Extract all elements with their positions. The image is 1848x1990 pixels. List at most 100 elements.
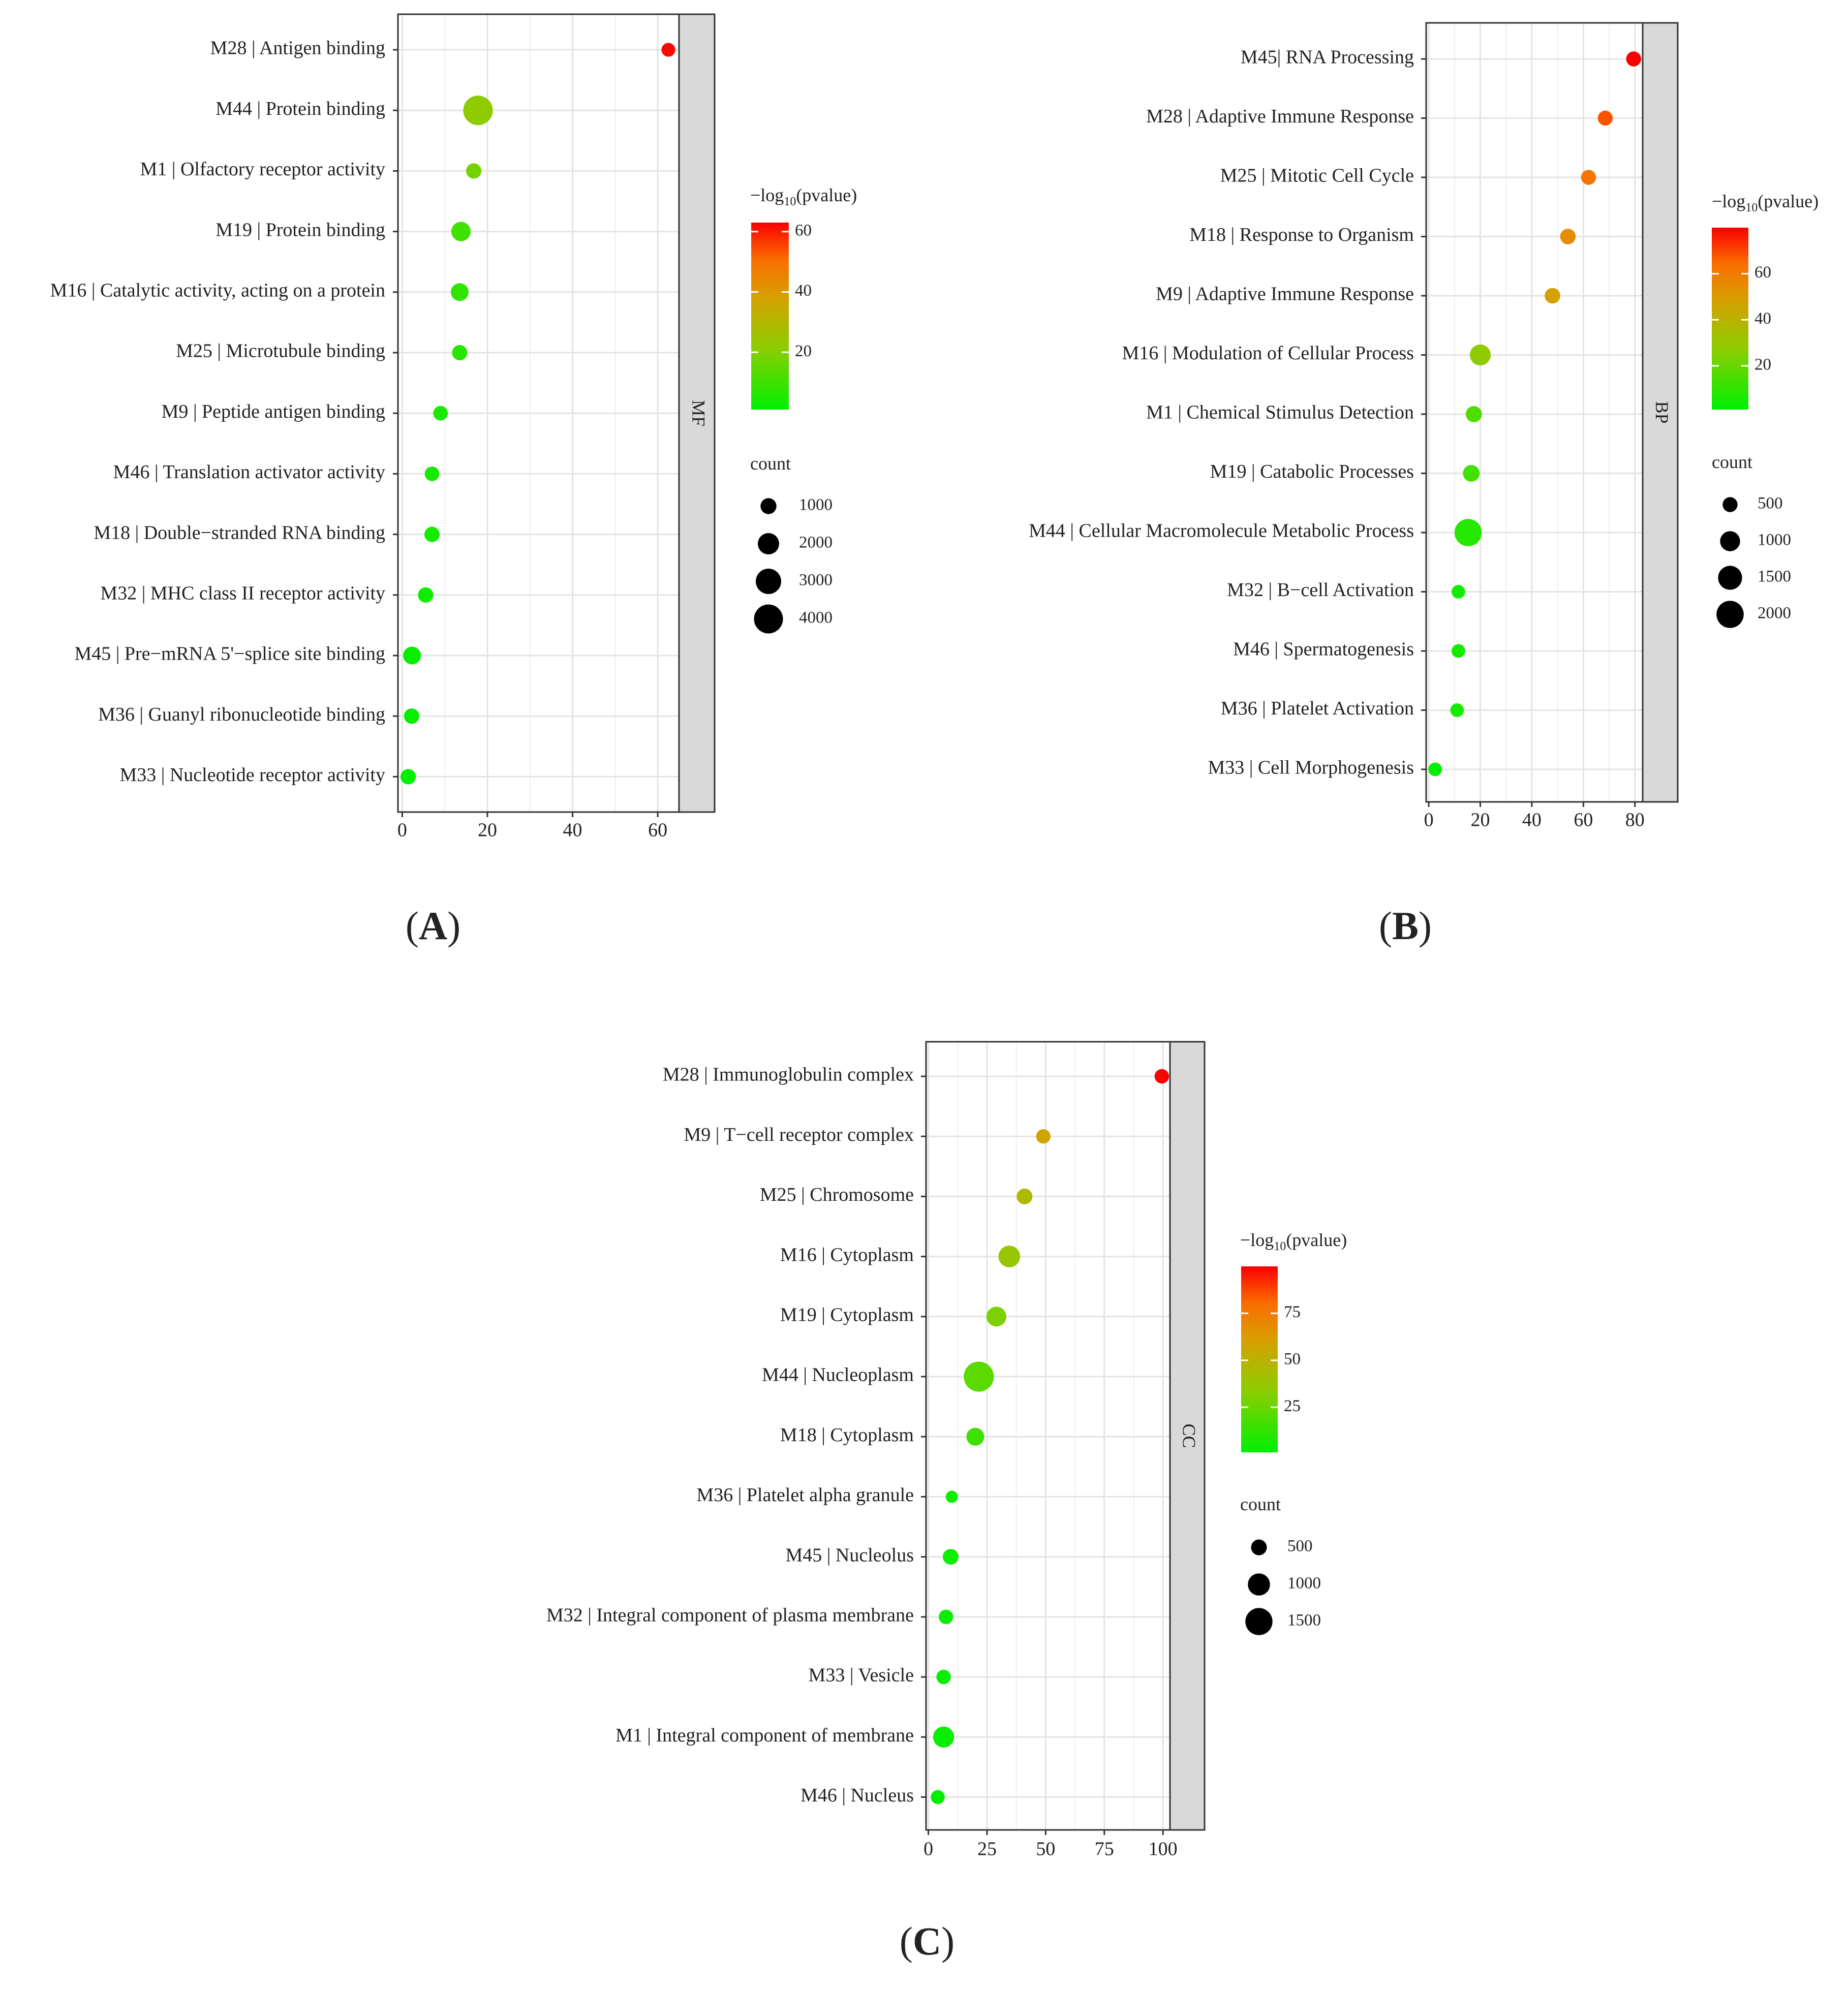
data-point bbox=[1560, 229, 1576, 244]
size-legend-key bbox=[760, 498, 777, 514]
size-legend-label: 4000 bbox=[799, 609, 833, 627]
data-point bbox=[433, 406, 448, 421]
category-label: M28 | Immunoglobulin complex bbox=[663, 1064, 914, 1085]
category-label: M46 | Spermatogenesis bbox=[1233, 639, 1414, 660]
category-label: M19 | Protein binding bbox=[215, 219, 385, 240]
panel-letter-letter: A bbox=[419, 904, 447, 948]
size-legend-label: 500 bbox=[1758, 494, 1783, 513]
panel-letter-close: ) bbox=[941, 1919, 954, 1963]
data-point bbox=[463, 96, 493, 126]
category-label: M44 | Cellular Macromolecule Metabolic P… bbox=[1029, 520, 1414, 542]
color-legend-title-prefix: −log bbox=[1240, 1230, 1274, 1250]
color-legend-title: −log10(pvalue) bbox=[1712, 191, 1819, 214]
size-legend-label: 2000 bbox=[799, 534, 833, 552]
facet-label: BP bbox=[1652, 401, 1672, 423]
facet-label: MF bbox=[689, 400, 709, 426]
colorbar-tick-label: 60 bbox=[795, 221, 812, 239]
colorbar-tick-label: 40 bbox=[1754, 309, 1771, 328]
color-legend-title-prefix: −log bbox=[1712, 191, 1745, 211]
panel-letter-open: ( bbox=[1379, 904, 1392, 948]
facet-label: CC bbox=[1179, 1423, 1199, 1448]
x-tick-label: 40 bbox=[1522, 810, 1542, 831]
data-point bbox=[424, 526, 440, 542]
color-legend-title-suffix: (pvalue) bbox=[796, 185, 857, 205]
category-label: M9 | Adaptive Immune Response bbox=[1156, 284, 1414, 305]
x-tick-label: 50 bbox=[1036, 1839, 1055, 1860]
color-legend-title-subscript: 10 bbox=[1274, 1240, 1286, 1253]
category-label: M32 | Integral component of plasma membr… bbox=[546, 1605, 914, 1626]
category-label: M28 | Antigen binding bbox=[210, 38, 385, 59]
category-label: M45 | Nucleolus bbox=[786, 1544, 914, 1566]
data-point bbox=[403, 646, 421, 665]
data-point bbox=[451, 222, 471, 241]
data-point bbox=[936, 1669, 951, 1685]
size-legend-label: 2000 bbox=[1758, 604, 1791, 623]
size-legend-key bbox=[756, 569, 781, 594]
x-tick-label: 25 bbox=[977, 1839, 997, 1860]
data-point bbox=[998, 1246, 1021, 1267]
data-point bbox=[661, 43, 675, 57]
panel-letter-close: ) bbox=[1419, 904, 1432, 948]
data-point bbox=[1465, 406, 1482, 422]
data-point bbox=[452, 345, 468, 361]
panel-letter-letter: C bbox=[913, 1919, 941, 1963]
colorbar-tick-label: 75 bbox=[1284, 1303, 1301, 1321]
category-label: M16 | Catalytic activity, acting on a pr… bbox=[50, 280, 385, 301]
panel-b: BP M45| RNA Processing M28 | Adaptive Immu… bbox=[1029, 22, 1819, 948]
size-legend-key bbox=[1722, 497, 1738, 512]
size-legend-title: count bbox=[750, 453, 791, 474]
x-tick-label: 80 bbox=[1625, 810, 1645, 831]
category-label: M19 | Catabolic Processes bbox=[1210, 461, 1414, 482]
category-label: M9 | T−cell receptor complex bbox=[684, 1124, 914, 1145]
panel-letter-close: ) bbox=[447, 904, 460, 948]
size-legend-key bbox=[1716, 601, 1744, 628]
size-legend-title: count bbox=[1712, 452, 1752, 472]
panel-letter-open: ( bbox=[406, 904, 419, 948]
panel-letter-label: (B) bbox=[1379, 904, 1432, 948]
data-point bbox=[1154, 1069, 1169, 1084]
facet-strip bbox=[678, 13, 716, 813]
size-legend-key bbox=[1251, 1539, 1267, 1556]
category-label: M44 | Nucleoplasm bbox=[762, 1364, 914, 1386]
data-point bbox=[404, 708, 419, 724]
color-legend-title-subscript: 10 bbox=[784, 195, 796, 208]
color-legend: −log10(pvalue) 25 50 75 bbox=[1240, 1230, 1347, 1452]
size-legend-label: 1000 bbox=[1758, 531, 1791, 549]
plot-area bbox=[1426, 23, 1643, 802]
data-point bbox=[1454, 519, 1482, 546]
category-label: M9 | Peptide antigen binding bbox=[162, 401, 385, 422]
data-point bbox=[931, 1790, 945, 1805]
category-label: M25 | Microtubule binding bbox=[176, 340, 385, 362]
size-legend-key bbox=[1248, 1573, 1270, 1596]
data-point bbox=[1469, 344, 1491, 366]
data-point bbox=[424, 467, 440, 481]
category-label: M45 | Pre−mRNA 5'−splice site binding bbox=[75, 643, 385, 665]
data-point bbox=[1545, 288, 1560, 304]
data-point bbox=[1451, 585, 1465, 599]
category-label: M32 | B−cell Activation bbox=[1227, 579, 1414, 601]
data-point bbox=[986, 1307, 1006, 1327]
data-point bbox=[939, 1609, 953, 1624]
colorbar-tick-label: 20 bbox=[795, 342, 812, 360]
category-label: M25 | Chromosome bbox=[760, 1184, 914, 1205]
data-point bbox=[1581, 170, 1596, 185]
data-point bbox=[1450, 703, 1464, 717]
panel-c: CC M28 | Immunoglobulin complex M9 | T−cel… bbox=[546, 1041, 1347, 1963]
data-point bbox=[450, 283, 469, 301]
size-legend-label: 1500 bbox=[1287, 1611, 1321, 1630]
size-legend-label: 1000 bbox=[799, 496, 833, 514]
colorbar bbox=[751, 223, 789, 410]
color-legend-title: −log10(pvalue) bbox=[1240, 1230, 1347, 1253]
facet-strip bbox=[1642, 22, 1679, 803]
category-label: M16 | Modulation of Cellular Process bbox=[1122, 343, 1414, 364]
size-legend-key bbox=[1718, 566, 1742, 590]
data-point bbox=[1597, 110, 1613, 126]
colorbar-tick-label: 60 bbox=[1754, 263, 1771, 282]
data-point bbox=[1017, 1188, 1033, 1204]
category-label: M1 | Integral component of membrane bbox=[615, 1725, 914, 1746]
colorbar-tick-label: 25 bbox=[1284, 1397, 1301, 1415]
size-legend-label: 3000 bbox=[799, 571, 833, 589]
category-label: M45| RNA Processing bbox=[1241, 47, 1414, 68]
category-label: M44 | Protein binding bbox=[215, 98, 385, 119]
